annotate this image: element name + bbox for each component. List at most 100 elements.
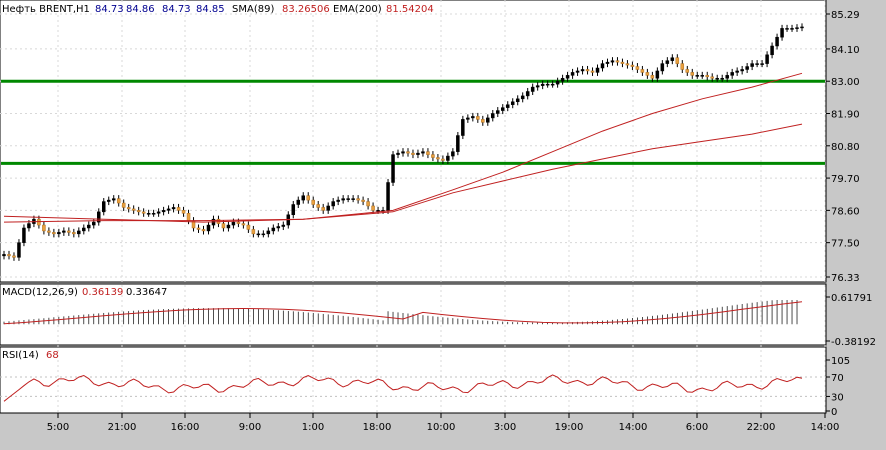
candle-body (326, 205, 330, 211)
candle-body (411, 152, 415, 155)
candle-body (760, 63, 764, 65)
candle-body (750, 63, 754, 67)
candle-body (650, 75, 655, 79)
macd-header: MACD(12,26,9) 0.36139 0.33647 (2, 287, 167, 298)
y-tick-label: 79.70 (831, 174, 860, 185)
rsi-series (0, 374, 826, 402)
candle-body (755, 63, 759, 65)
candle-body (361, 199, 365, 202)
candle-body (416, 152, 420, 155)
x-tick-label: 16:00 (171, 422, 200, 433)
candle-body (501, 107, 505, 111)
candle-body (251, 229, 256, 235)
symbol-label: Нефть BRENT,H1 (2, 4, 90, 15)
candle-body (705, 75, 709, 78)
horizontal-levels[interactable] (1, 79, 825, 165)
candle-body (605, 61, 610, 64)
candle-body (196, 227, 201, 230)
candle-body (301, 195, 305, 201)
x-tick-label: 19:00 (555, 422, 584, 433)
candle-body (126, 207, 131, 210)
candle-body (231, 221, 236, 226)
candle-body (625, 63, 630, 66)
candle-body (800, 26, 804, 29)
candle-body (201, 229, 206, 232)
candle-body (311, 199, 315, 205)
price-series (2, 23, 804, 261)
candle-body (102, 201, 106, 213)
ema-label: EMA(200) (333, 4, 382, 15)
candle-body (336, 199, 340, 202)
candle-body (695, 75, 700, 77)
candle-body (740, 69, 744, 72)
candle-body (790, 28, 794, 30)
candle-body (635, 66, 640, 70)
price-header: Нефть BRENT,H1 84.73 84.86 84.73 84.85 S… (2, 4, 434, 15)
candle-body (236, 221, 241, 224)
candle-body (92, 221, 96, 226)
candle-body (141, 211, 146, 214)
x-axis: 5:00 21:00 16:00 9:00 1:00 18:00 10:00 3:00 19:0… (47, 413, 839, 433)
candle-body (640, 69, 645, 73)
candle-body (7, 254, 11, 257)
macd-label: MACD(12,26,9) (2, 287, 78, 298)
candle-body (281, 224, 286, 227)
x-tick-label: 18:00 (363, 422, 392, 433)
candle-body (720, 78, 724, 80)
candle-body (256, 233, 261, 236)
candle-body (725, 75, 729, 79)
candle-body (22, 227, 26, 243)
candle-body (550, 83, 555, 86)
candle-body (72, 232, 76, 235)
candle-body (515, 98, 520, 103)
candle-body (481, 119, 485, 123)
candle-body (176, 207, 181, 211)
candle-body (371, 205, 375, 211)
macd-value-1: 0.36139 (82, 287, 123, 298)
candle-body (545, 83, 550, 86)
candle-body (685, 69, 690, 73)
candle-body (42, 224, 46, 232)
x-tick-label: 9:00 (239, 422, 261, 433)
candle-body (171, 207, 176, 210)
candle-body (111, 198, 116, 201)
macd-series (3, 299, 803, 325)
candle-body (456, 135, 460, 152)
x-tick-label: 3:00 (494, 422, 516, 433)
candle-body (471, 116, 475, 119)
x-tick-label: 21:00 (108, 422, 137, 433)
candle-body (610, 60, 615, 63)
close-value: 84.85 (196, 4, 225, 15)
rsi-y-tick-label: 70 (831, 373, 844, 384)
candle-body (595, 67, 600, 73)
x-tick-label: 6:00 (686, 422, 708, 433)
candle-body (675, 57, 680, 64)
candle-body (306, 195, 310, 201)
candle-body (87, 224, 91, 229)
y-tick-label: 78.60 (831, 206, 860, 217)
candle-body (47, 230, 51, 233)
candle-body (476, 116, 480, 120)
rsi-panel (0, 346, 827, 414)
macd-value-2: 0.33647 (126, 287, 167, 298)
candle-body (655, 70, 660, 79)
candle-body (421, 151, 425, 154)
x-tick-label: 22:00 (747, 422, 776, 433)
candle-body (451, 151, 455, 157)
x-tick-label: 1:00 (302, 422, 324, 433)
candle-body (645, 72, 650, 76)
candle-body (271, 227, 276, 232)
candle-body (775, 36, 779, 47)
candle-body (406, 151, 410, 154)
candle-body (745, 66, 749, 70)
candle-body (82, 227, 86, 232)
candle-body (620, 61, 625, 64)
candle-body (446, 155, 450, 161)
candle-body (291, 204, 296, 216)
candle-body (37, 218, 41, 226)
rsi-value: 68 (46, 350, 59, 361)
candle-body (486, 117, 490, 123)
candle-body (491, 113, 495, 119)
